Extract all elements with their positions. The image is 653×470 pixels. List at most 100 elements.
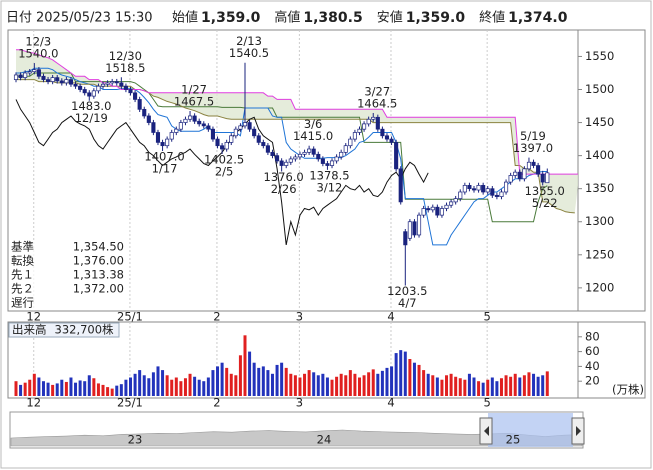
navigator-handle-arrow bbox=[576, 426, 581, 436]
volume-bar bbox=[270, 373, 274, 396]
annotation-date: 2/26 bbox=[271, 182, 297, 196]
volume-bar bbox=[275, 364, 279, 396]
volume-plot bbox=[14, 322, 549, 398]
x-tick-label: 3 bbox=[296, 396, 303, 410]
volume-bar bbox=[193, 376, 197, 396]
volume-bar bbox=[458, 378, 462, 396]
annotation-price: 1397.0 bbox=[513, 141, 553, 155]
candle-body bbox=[444, 204, 449, 209]
candle-body bbox=[467, 185, 472, 190]
volume-bar bbox=[96, 383, 100, 396]
volume-bar bbox=[486, 379, 490, 396]
navigator[interactable]: 23 24 25 bbox=[10, 413, 585, 447]
annotation-price: 1483.0 bbox=[71, 99, 111, 113]
x-tick-label: 4 bbox=[387, 396, 394, 410]
candle-body bbox=[508, 175, 513, 183]
volume-bar bbox=[408, 359, 412, 396]
navigator-selection[interactable] bbox=[488, 413, 573, 447]
x-tick-label: 3 bbox=[296, 310, 303, 324]
y-tick-label: 60 bbox=[585, 344, 600, 358]
candle-body bbox=[366, 118, 371, 125]
candle-body bbox=[334, 156, 339, 162]
annotation-price: 1540.5 bbox=[229, 46, 269, 60]
candle-body bbox=[187, 115, 193, 120]
y-tick-label: 1550 bbox=[585, 49, 614, 63]
volume-bar bbox=[348, 370, 352, 396]
candle-body bbox=[110, 81, 115, 84]
volume-bar bbox=[289, 373, 293, 396]
candle-body bbox=[494, 194, 499, 197]
volume-bar bbox=[522, 375, 526, 396]
legend-name: 基準 bbox=[11, 240, 34, 254]
candle-body bbox=[256, 135, 261, 143]
volume-bar bbox=[307, 370, 311, 396]
annotation-date: 12/3 bbox=[25, 35, 51, 49]
volume-bar bbox=[106, 387, 110, 396]
candle-body bbox=[371, 116, 376, 120]
volume-bar bbox=[161, 370, 165, 396]
candle-body bbox=[471, 188, 477, 191]
volume-bar bbox=[394, 353, 398, 396]
y-tick-label: 20 bbox=[585, 374, 600, 388]
volume-bar bbox=[445, 375, 449, 396]
annotation-price: 1376.0 bbox=[264, 170, 304, 184]
volume-bar bbox=[14, 381, 18, 396]
candle-body bbox=[36, 69, 41, 77]
candle-body bbox=[462, 185, 467, 193]
volume-bar bbox=[293, 375, 297, 396]
volume-bar bbox=[298, 377, 302, 396]
candle-body bbox=[224, 142, 229, 150]
volume-value: 332,700株 bbox=[55, 323, 115, 337]
volume-bar bbox=[481, 382, 485, 396]
x-tick-label: 2 bbox=[213, 396, 220, 410]
volume-bar bbox=[37, 377, 41, 396]
legend-name: 遅行 bbox=[11, 296, 34, 310]
candle-body bbox=[540, 173, 545, 183]
annotation-date: 1/17 bbox=[152, 161, 178, 175]
y-tick-label: 40 bbox=[585, 359, 600, 373]
candle-body bbox=[27, 71, 32, 74]
candle-body bbox=[233, 128, 238, 137]
candle-body bbox=[458, 191, 463, 199]
annotation-date: 3/6 bbox=[304, 117, 323, 131]
candle-body bbox=[91, 90, 96, 97]
volume-bar bbox=[151, 372, 155, 396]
x-tick-label: 12 bbox=[26, 310, 41, 324]
volume-bar bbox=[532, 373, 536, 396]
volume-bar bbox=[252, 362, 256, 396]
y-tick-label: 1200 bbox=[585, 280, 614, 294]
volume-bar bbox=[174, 377, 178, 396]
x-tick-label: 12 bbox=[26, 396, 41, 410]
annotation-date: 3/12 bbox=[317, 180, 343, 194]
x-tick-label: 25/1 bbox=[117, 396, 143, 410]
volume-bar bbox=[403, 351, 407, 396]
candle-body bbox=[449, 201, 454, 206]
legend-box bbox=[9, 240, 127, 310]
header-value: 1,380.5 bbox=[303, 10, 362, 26]
candle-body bbox=[536, 165, 541, 175]
overlay: 始値 1,359.0 高値 1,380.5 安値 1,359.0 終値 1,374.01212… bbox=[8, 10, 644, 410]
candle-body bbox=[100, 83, 106, 87]
candle-body bbox=[55, 77, 60, 82]
volume-bar bbox=[261, 366, 265, 396]
volume-bar bbox=[353, 373, 357, 396]
header-label: 高値 bbox=[274, 10, 300, 26]
candle-body bbox=[302, 151, 307, 155]
volume-bar bbox=[312, 372, 316, 396]
volume-bar bbox=[303, 373, 307, 396]
annotation-date: 2/13 bbox=[236, 34, 262, 48]
volume-bar bbox=[417, 364, 421, 396]
volume-bar bbox=[183, 378, 187, 396]
candle-body bbox=[50, 77, 55, 82]
annotation-price: 1203.5 bbox=[387, 284, 427, 298]
volume-bar bbox=[541, 375, 545, 396]
candle-body bbox=[398, 168, 403, 203]
volume-bar bbox=[280, 362, 284, 396]
volume-bar bbox=[509, 376, 513, 396]
volume-bar bbox=[234, 375, 238, 396]
annotation-date: 3/27 bbox=[364, 84, 390, 98]
candle-body bbox=[201, 123, 206, 127]
volume-bar bbox=[156, 366, 160, 396]
volume-bar bbox=[64, 381, 68, 396]
